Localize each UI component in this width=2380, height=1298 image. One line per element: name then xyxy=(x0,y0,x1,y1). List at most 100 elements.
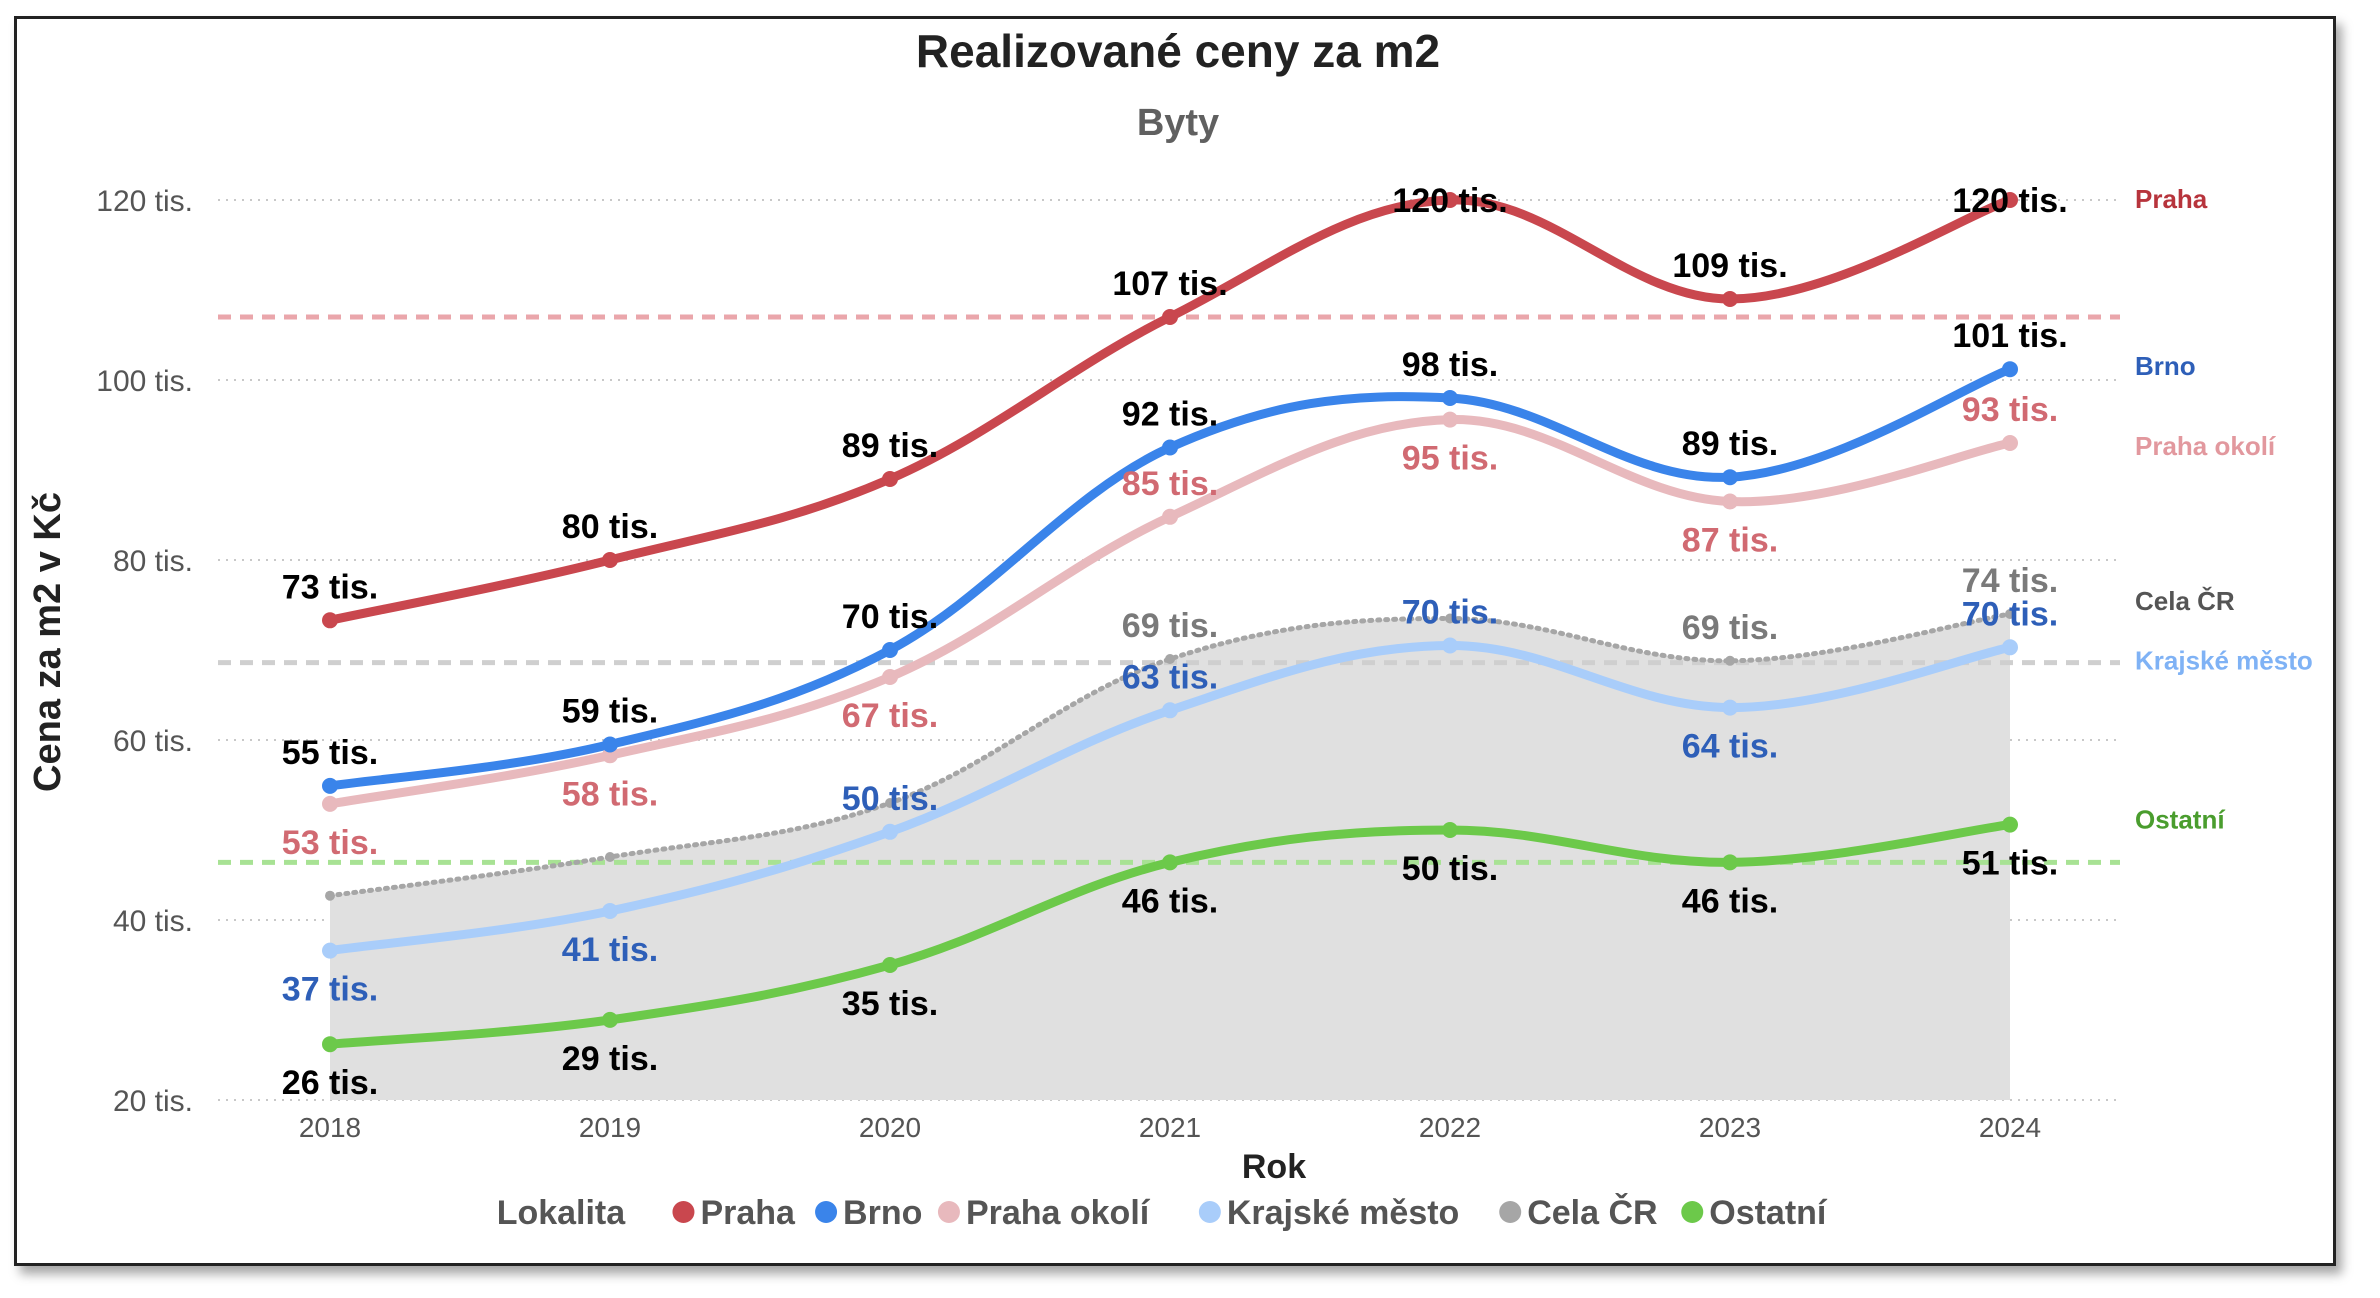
legend-marker-ostatni xyxy=(1681,1201,1704,1223)
data-point-cela-cr xyxy=(2005,609,2015,619)
data-label-krajske-mesto: 41 tis. xyxy=(562,931,658,969)
data-labels: 73 tis. 80 tis. 89 tis. 107 tis. 120 tis. 109… xyxy=(282,182,2068,1102)
data-label-ostatni: 51 tis. xyxy=(1962,845,2058,883)
data-label-brno: 101 tis. xyxy=(1952,317,2067,355)
data-point-ostatni xyxy=(882,957,898,973)
data-point-krajske-mesto xyxy=(322,942,338,959)
legend-marker-cela-cr xyxy=(1499,1201,1522,1223)
y-tick-label: 100 tis. xyxy=(96,365,193,398)
data-point-praha xyxy=(602,552,618,568)
data-point-praha xyxy=(1722,291,1738,307)
data-label-praha: 120 tis. xyxy=(1952,182,2067,220)
legend-marker-brno xyxy=(815,1201,838,1223)
data-label-praha-okoli: 58 tis. xyxy=(562,775,658,813)
data-label-praha-okoli: 85 tis. xyxy=(1122,465,1218,503)
data-point-praha xyxy=(1442,192,1458,208)
data-label-praha-okoli: 67 tis. xyxy=(842,697,938,735)
data-point-praha-okoli xyxy=(1722,493,1738,510)
legend-item-praha-okoli: Praha okolí xyxy=(966,1194,1151,1232)
x-tick-label: 2019 xyxy=(579,1112,641,1143)
data-label-praha-okoli: 53 tis. xyxy=(282,824,378,862)
data-label-brno: 70 tis. xyxy=(842,598,938,636)
end-label-ostatni: Ostatní xyxy=(2135,805,2225,835)
data-label-praha: 80 tis. xyxy=(562,508,658,546)
legend-item-ostatni: Ostatní xyxy=(1709,1194,1828,1232)
end-label-praha-okoli: Praha okolí xyxy=(2135,431,2276,461)
y-tick-label: 20 tis. xyxy=(113,1085,193,1118)
x-tick-label: 2024 xyxy=(1979,1112,2041,1143)
legend-marker-praha-okoli xyxy=(937,1201,960,1223)
data-label-ostatni: 26 tis. xyxy=(282,1064,378,1102)
chart-subtitle: Byty xyxy=(1137,102,1219,144)
legend-item-cela-cr: Cela ČR xyxy=(1527,1193,1657,1232)
x-tick-label: 2021 xyxy=(1139,1112,1201,1143)
data-point-cela-cr xyxy=(605,852,615,862)
x-axis-label: Rok xyxy=(1242,1148,1306,1186)
y-axis-label: Cena za m2 v Kč xyxy=(27,492,69,792)
legend-item-praha: Praha xyxy=(700,1194,796,1232)
y-tick-label: 40 tis. xyxy=(113,905,193,938)
data-point-cela-cr xyxy=(1445,613,1455,624)
data-label-ostatni: 46 tis. xyxy=(1122,882,1218,920)
data-point-praha-okoli xyxy=(882,669,898,685)
data-label-krajske-mesto: 70 tis. xyxy=(1962,595,2058,633)
data-label-krajske-mesto: 64 tis. xyxy=(1682,728,1778,766)
x-tick-label: 2018 xyxy=(299,1112,361,1143)
axes: 20 tis. 40 tis. 60 tis. 80 tis. 100 tis. 120 … xyxy=(96,185,2041,1143)
data-point-krajske-mesto xyxy=(602,903,618,919)
data-point-ostatni xyxy=(1722,854,1738,871)
data-point-praha xyxy=(882,471,898,487)
data-label-brno: 89 tis. xyxy=(1682,425,1778,463)
data-point-praha-okoli xyxy=(2002,435,2018,451)
data-point-praha xyxy=(2002,192,2018,208)
data-point-ostatni xyxy=(1442,822,1458,838)
end-label-praha: Praha xyxy=(2135,184,2208,214)
legend-marker-praha xyxy=(672,1201,695,1223)
data-label-brno: 98 tis. xyxy=(1402,346,1498,384)
legend-item-krajske-mesto: Krajské město xyxy=(1227,1194,1459,1232)
data-point-brno xyxy=(602,736,618,753)
y-tick-label: 60 tis. xyxy=(113,725,193,758)
end-labels: Praha Brno Praha okolí Krajské město Cela ČR… xyxy=(2135,184,2313,835)
data-label-krajske-mesto: 63 tis. xyxy=(1122,658,1218,696)
data-point-cela-cr xyxy=(885,798,895,808)
data-label-krajske-mesto: 50 tis. xyxy=(842,780,938,818)
y-tick-label: 80 tis. xyxy=(113,545,193,578)
data-label-brno: 55 tis. xyxy=(282,734,378,772)
data-label-praha-okoli: 93 tis. xyxy=(1962,391,2058,429)
data-label-brno: 59 tis. xyxy=(562,693,658,731)
data-label-cela-cr: 69 tis. xyxy=(1682,609,1778,647)
data-label-praha-okoli: 95 tis. xyxy=(1402,440,1498,478)
x-tick-label: 2023 xyxy=(1699,1112,1761,1143)
data-point-brno xyxy=(2002,361,2018,378)
data-point-cela-cr xyxy=(1165,654,1175,664)
data-label-krajske-mesto: 70 tis. xyxy=(1402,594,1498,632)
data-label-praha: 109 tis. xyxy=(1672,247,1787,285)
data-point-praha-okoli xyxy=(1162,508,1178,525)
data-point-cela-cr xyxy=(1725,655,1735,666)
data-point-praha-okoli xyxy=(322,795,338,812)
data-point-brno xyxy=(1722,469,1738,486)
data-point-praha-okoli xyxy=(1442,411,1458,428)
data-label-praha: 107 tis. xyxy=(1112,265,1227,303)
data-point-ostatni xyxy=(1162,854,1178,871)
data-point-ostatni xyxy=(602,1011,618,1028)
data-point-krajske-mesto xyxy=(882,823,898,840)
series-points xyxy=(322,192,2018,1053)
data-label-brno: 92 tis. xyxy=(1122,396,1218,434)
data-label-cela-cr: 69 tis. xyxy=(1122,607,1218,645)
end-label-brno: Brno xyxy=(2135,351,2196,381)
data-point-krajske-mesto xyxy=(1162,702,1178,719)
data-point-krajske-mesto xyxy=(1442,637,1458,654)
data-label-praha: 73 tis. xyxy=(282,568,378,606)
legend-title: Lokalita xyxy=(497,1194,627,1232)
data-point-krajske-mesto xyxy=(2002,639,2018,656)
legend: Lokalita Praha Brno Praha okolí Krajské měst… xyxy=(497,1193,1828,1232)
data-label-praha-okoli: 87 tis. xyxy=(1682,522,1778,560)
data-point-praha xyxy=(322,612,338,629)
data-point-brno xyxy=(322,777,338,794)
data-label-praha: 120 tis. xyxy=(1392,182,1507,220)
data-label-cela-cr: 74 tis. xyxy=(1962,562,2058,600)
